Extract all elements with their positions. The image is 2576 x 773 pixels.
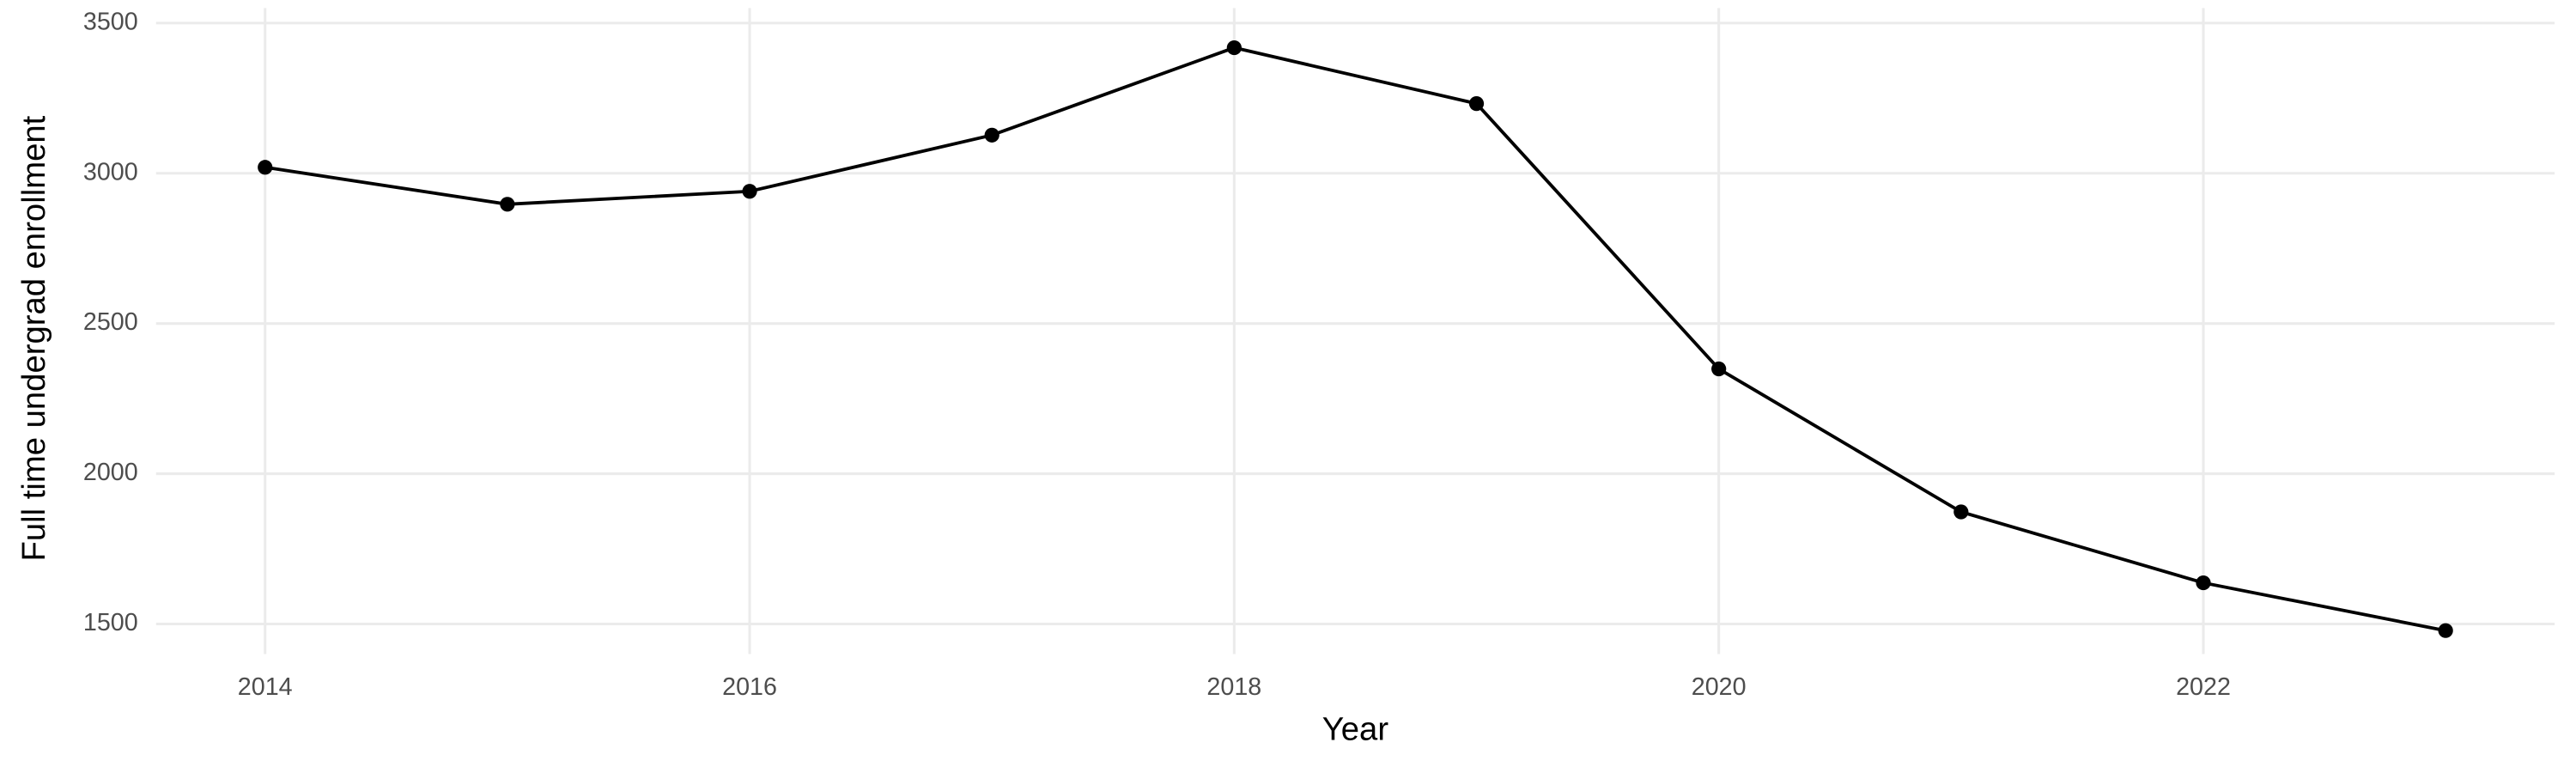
x-tick-label: 2022 — [2176, 673, 2231, 701]
y-tick-label: 3500 — [83, 8, 138, 35]
point — [1953, 504, 1969, 520]
point — [1468, 96, 1485, 112]
point — [258, 160, 273, 175]
line — [264, 46, 2446, 633]
point — [1226, 40, 1242, 56]
y-tick-label: 2500 — [83, 308, 138, 336]
point — [742, 184, 757, 199]
point — [984, 127, 999, 143]
x-tick-label: 2016 — [722, 673, 777, 701]
point — [2196, 575, 2211, 591]
point — [500, 197, 515, 212]
y-tick-label: 1500 — [83, 609, 138, 636]
x-axis-title: Year — [1322, 711, 1389, 748]
x-tick-label: 2020 — [1692, 673, 1747, 701]
x-tick-label: 2018 — [1206, 673, 1261, 701]
y-tick-label: 2000 — [83, 459, 138, 486]
point — [2438, 623, 2453, 638]
point — [1711, 361, 1727, 377]
y-axis-title: Full time undergrad enrollment — [15, 115, 52, 561]
x-tick-label: 2014 — [238, 673, 293, 701]
y-tick-label: 3000 — [83, 158, 138, 186]
